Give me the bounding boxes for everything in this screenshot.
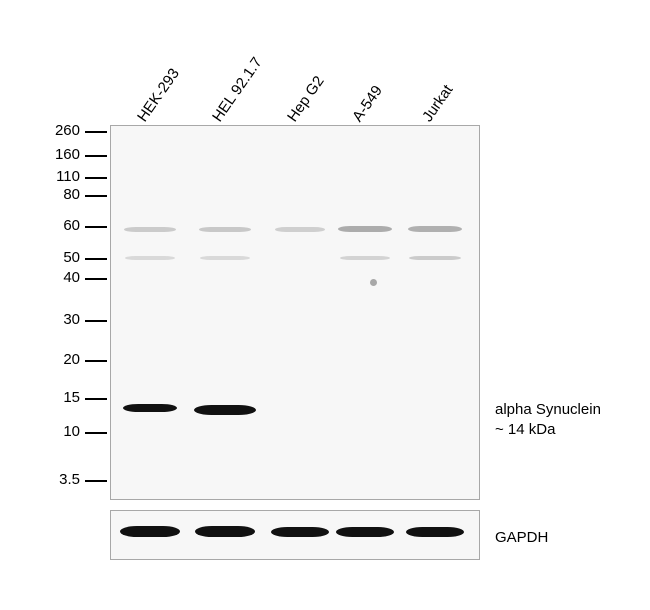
- gapdh-band: [120, 526, 180, 537]
- gapdh-band: [271, 527, 329, 537]
- lane-label: HEK-293: [134, 65, 183, 125]
- western-blot-figure: 260 160 11080 60 50 40 30 20 15 10 3.5 HEK-293 HEL …: [0, 0, 650, 610]
- mw-tick: [85, 155, 107, 157]
- mw-label: 110: [40, 168, 80, 185]
- mw-label: 20: [40, 351, 80, 368]
- mw-label: 260: [40, 122, 80, 139]
- blot-band: [408, 226, 462, 232]
- blot-band: [338, 226, 392, 232]
- mw-label: 60: [40, 217, 80, 234]
- right-label-line1: alpha Synuclein: [495, 400, 601, 420]
- mw-label: 15: [40, 389, 80, 406]
- mw-label: 3.5: [40, 471, 80, 488]
- mw-label: 80: [40, 186, 80, 203]
- mw-label: 50: [40, 249, 80, 266]
- blot-band: [199, 227, 251, 232]
- mw-tick: [85, 258, 107, 260]
- gapdh-band: [336, 527, 394, 537]
- gapdh-band: [195, 526, 255, 537]
- right-label-line2: ~ 14 kDa: [495, 420, 601, 440]
- mw-label: 30: [40, 311, 80, 328]
- blot-band: [200, 256, 250, 260]
- blot-band: [340, 256, 390, 260]
- mw-tick: [85, 432, 107, 434]
- blot-band: [194, 405, 256, 415]
- mw-tick: [85, 195, 107, 197]
- mw-tick: [85, 131, 107, 133]
- blot-band: [124, 227, 176, 232]
- blot-panel-main: [110, 125, 480, 500]
- smudge: [370, 279, 377, 286]
- lane-label: Hep G2: [284, 73, 328, 125]
- mw-tick: [85, 226, 107, 228]
- blot-band: [409, 256, 461, 260]
- blot-band: [125, 256, 175, 260]
- lane-label: Jurkat: [419, 82, 456, 125]
- mw-tick: [85, 360, 107, 362]
- mw-tick: [85, 398, 107, 400]
- blot-right-label: alpha Synuclein~ 14 kDa: [495, 400, 601, 439]
- lane-label: HEL 92.1.7: [209, 54, 266, 125]
- mw-label: 160: [40, 146, 80, 163]
- mw-label: 40: [40, 269, 80, 286]
- mw-tick: [85, 480, 107, 482]
- right-label-line1: GAPDH: [495, 528, 548, 548]
- mw-tick: [85, 177, 107, 179]
- mw-tick: [85, 278, 107, 280]
- blot-right-label: GAPDH: [495, 528, 548, 548]
- mw-label: 10: [40, 423, 80, 440]
- blot-band: [123, 404, 177, 412]
- lane-label: A-549: [349, 82, 386, 125]
- mw-tick: [85, 320, 107, 322]
- blot-band: [275, 227, 325, 232]
- gapdh-band: [406, 527, 464, 537]
